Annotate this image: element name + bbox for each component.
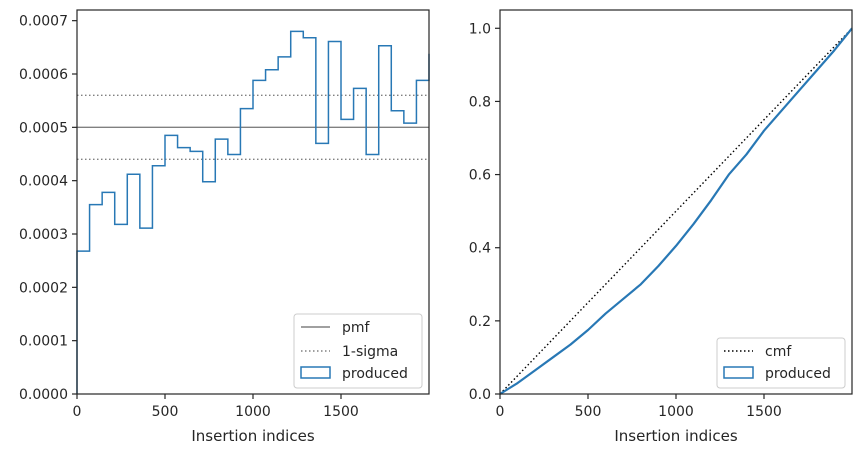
legend-sigma-label: 1-sigma [342,344,398,360]
x-tick-label: 1500 [323,404,359,420]
panel-2: 0 500 1000 1500 0.0 0.2 0.4 0.6 0.8 1.0 Insertion … [469,9,853,445]
y-tick-label: 0.0 [469,387,491,403]
x-tick-label: 0 [73,404,82,420]
x-tick-label: 500 [575,404,602,420]
legend-pmf-label: pmf [342,320,371,336]
y-tick-label: 0.4 [469,241,491,257]
y-tick-label: 0.0005 [19,120,68,136]
y-tick-label: 0.6 [469,168,491,184]
y-tick-label: 0.0003 [19,227,68,243]
x-tick-label: 500 [152,404,179,420]
axes-frame [499,9,853,395]
legend: cmf produced [716,337,846,389]
panel-1: 0 500 1000 1500 0.0000 0.0001 0.0002 0.0003 0.00… [19,9,430,445]
y-tick-label: 0.0000 [19,387,68,403]
legend-produced-label: produced [342,366,408,382]
x-tick-label: 0 [496,404,505,420]
legend-produced-swatch [723,366,754,379]
legend: pmf 1-sigma produced [293,313,423,389]
y-tick-label: 0.0004 [19,174,68,190]
x-tick-label: 1000 [235,404,271,420]
y-tick-label: 0.0002 [19,280,68,296]
x-tick-label: 1500 [746,404,782,420]
legend-produced-label: produced [765,366,831,382]
legend-produced-swatch [300,366,331,379]
y-tick-label: 1.0 [469,21,491,37]
y-tick-label: 0.2 [469,314,491,330]
x-tick-label: 1000 [658,404,694,420]
x-axis-label: Insertion indices [614,427,737,445]
cmf-line [499,27,853,395]
legend-box [293,313,423,389]
produced-cdf-line [499,27,853,395]
x-axis-label: Insertion indices [191,427,314,445]
y-tick-label: 0.0006 [19,67,68,83]
produced-step-line [76,30,430,394]
y-tick-label: 0.0007 [19,14,68,30]
legend-cmf-label: cmf [765,344,792,360]
y-tick-label: 0.8 [469,94,491,110]
y-tick-label: 0.0001 [19,334,68,350]
